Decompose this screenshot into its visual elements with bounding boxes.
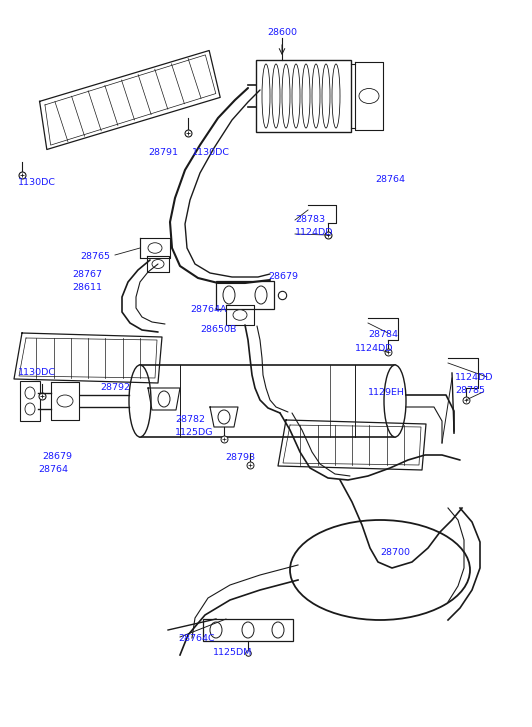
Text: 1130DC: 1130DC: [18, 178, 56, 187]
Text: 28600: 28600: [267, 28, 297, 37]
Ellipse shape: [302, 64, 310, 128]
Ellipse shape: [272, 622, 284, 638]
Ellipse shape: [292, 64, 300, 128]
Ellipse shape: [332, 64, 340, 128]
Bar: [256, 60, 351, 132]
Text: 28785: 28785: [455, 386, 485, 395]
Ellipse shape: [282, 64, 290, 128]
Ellipse shape: [152, 260, 164, 268]
Text: 28783: 28783: [295, 215, 325, 224]
Text: 28650B: 28650B: [200, 325, 236, 334]
Text: 28679: 28679: [42, 452, 72, 461]
Text: 1124DD: 1124DD: [455, 373, 494, 382]
Text: 28791: 28791: [148, 148, 178, 157]
Ellipse shape: [129, 365, 151, 437]
Ellipse shape: [384, 365, 406, 437]
Text: 28764C: 28764C: [178, 634, 214, 643]
Text: 28764: 28764: [375, 175, 405, 184]
Ellipse shape: [57, 395, 73, 407]
Ellipse shape: [218, 410, 230, 424]
Text: 28782: 28782: [175, 415, 205, 424]
Text: 28764A: 28764A: [190, 305, 227, 314]
Text: 28792: 28792: [100, 383, 130, 392]
Ellipse shape: [322, 64, 330, 128]
Ellipse shape: [233, 310, 247, 321]
Bar: [203, 619, 293, 641]
Ellipse shape: [262, 64, 270, 128]
Ellipse shape: [25, 403, 35, 415]
Text: 28767: 28767: [72, 270, 102, 279]
Ellipse shape: [223, 286, 235, 304]
Ellipse shape: [242, 622, 254, 638]
Text: 1130DC: 1130DC: [192, 148, 230, 157]
Ellipse shape: [158, 391, 170, 407]
Text: 1125DG: 1125DG: [175, 428, 213, 437]
Text: 28793: 28793: [225, 453, 255, 462]
Bar: [20, 381, 40, 421]
Text: 1124DD: 1124DD: [295, 228, 334, 237]
Text: 28679: 28679: [268, 272, 298, 281]
Ellipse shape: [255, 286, 267, 304]
Text: 1124DD: 1124DD: [355, 344, 394, 353]
Ellipse shape: [272, 64, 280, 128]
Text: 28700: 28700: [380, 548, 410, 557]
Text: 28765: 28765: [80, 252, 110, 261]
Text: 28764: 28764: [38, 465, 68, 474]
Ellipse shape: [210, 622, 222, 638]
Ellipse shape: [359, 89, 379, 103]
Ellipse shape: [25, 387, 35, 399]
Bar: [140, 365, 395, 437]
Ellipse shape: [148, 243, 162, 253]
Bar: [216, 281, 274, 309]
Ellipse shape: [290, 520, 470, 620]
Text: 1125DM: 1125DM: [213, 648, 252, 657]
Ellipse shape: [312, 64, 320, 128]
Text: 1129EH: 1129EH: [368, 388, 405, 397]
Text: 1130DC: 1130DC: [18, 368, 56, 377]
Text: 28611: 28611: [72, 283, 102, 292]
Text: 28784: 28784: [368, 330, 398, 339]
